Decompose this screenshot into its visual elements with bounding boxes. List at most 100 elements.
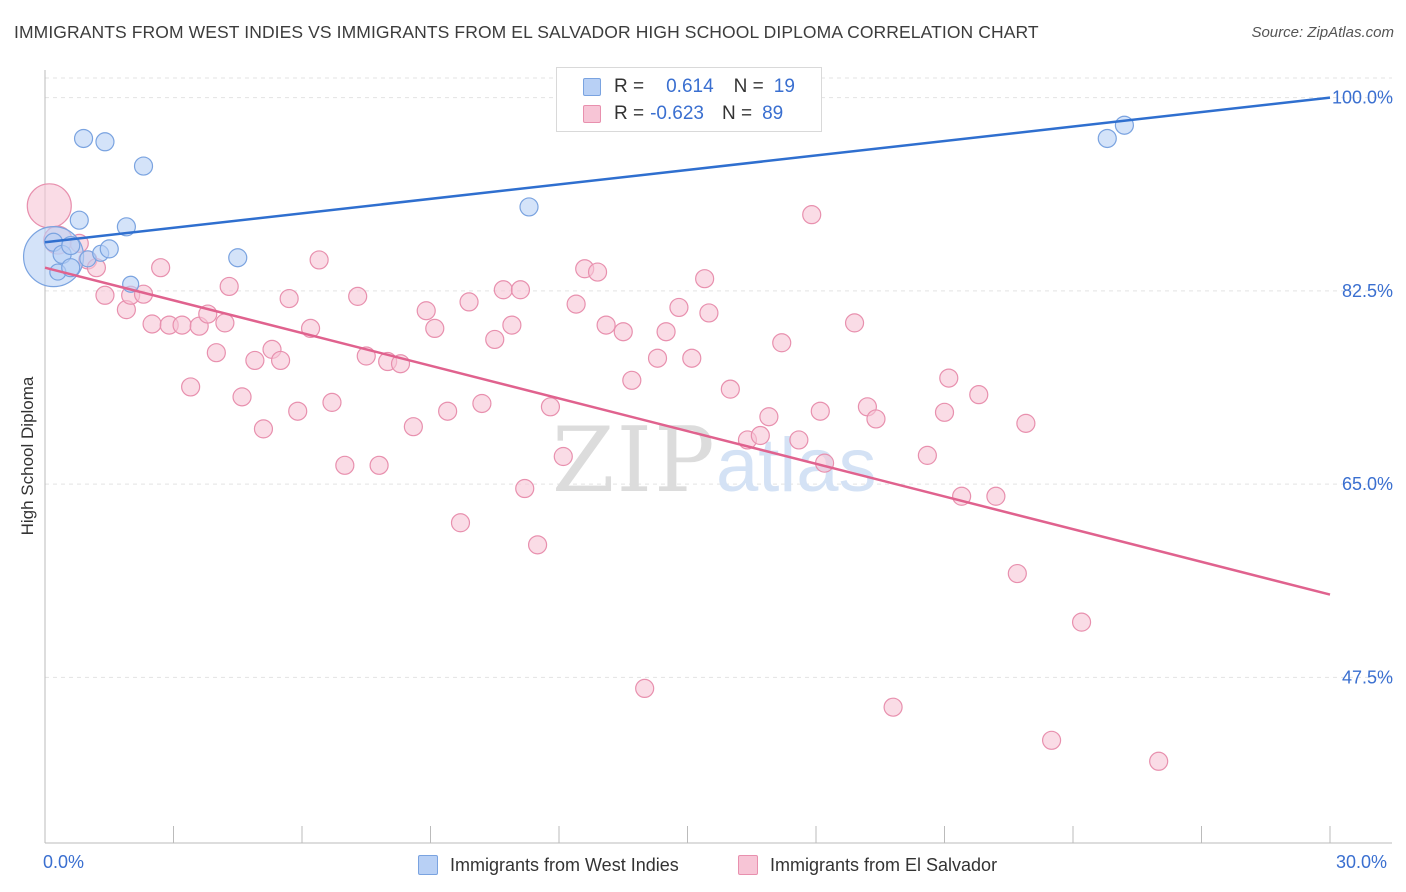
legend-row-el-salvador: R = -0.623 N = 89: [583, 102, 783, 126]
west-indies-point: [116, 217, 136, 237]
el-salvador-point: [883, 697, 903, 717]
x-tick-label-min: 0.0%: [43, 852, 85, 872]
chart-title: IMMIGRANTS FROM WEST INDIES VS IMMIGRANT…: [14, 22, 1039, 42]
source-note: Source: ZipAtlas.com: [1251, 24, 1394, 41]
trend-lines: [44, 96, 1331, 596]
el-salvador-point: [309, 250, 329, 270]
el-salvador-point: [917, 445, 937, 465]
correlation-legend: R = 0.614 N = 19 R = -0.623 N = 89: [556, 67, 822, 132]
west-indies-point: [133, 156, 154, 176]
el-salvador-point: [279, 288, 299, 309]
el-salvador-point: [322, 392, 342, 412]
legend-n-value: 19: [773, 76, 795, 97]
bottom-legend-swatch-pink: [738, 855, 758, 875]
el-salvador-point: [540, 397, 561, 417]
el-salvador-point: [425, 318, 445, 339]
el-salvador-point: [720, 379, 740, 399]
el-salvador-point: [810, 401, 830, 421]
el-salvador-point: [1071, 612, 1092, 632]
el-salvador-point: [866, 409, 886, 429]
legend-r-value: -0.623: [650, 103, 704, 124]
el-salvador-point: [772, 333, 792, 353]
el-salvador-point: [622, 370, 642, 390]
legend-swatch-pink: [583, 105, 601, 123]
legend-n-label: N =: [733, 76, 764, 97]
el-salvador-point: [206, 343, 226, 363]
legend-r-label: R =: [614, 76, 645, 97]
el-salvador-point: [1016, 413, 1036, 433]
el-salvador-point: [695, 269, 715, 289]
el-salvador-point: [682, 348, 702, 368]
el-salvador-point: [934, 402, 955, 422]
el-salvador-point: [253, 419, 274, 439]
west-indies-point: [1097, 128, 1117, 149]
el-salvador-point: [416, 301, 436, 321]
el-salvador-point: [459, 292, 479, 312]
y-tick-label: 100.0%: [1332, 88, 1393, 108]
el-salvador-point: [647, 348, 668, 368]
bottom-legend-swatch-blue: [418, 855, 438, 875]
el-salvador-point: [656, 322, 676, 342]
west-indies-point: [69, 210, 89, 230]
el-salvador-point: [335, 455, 355, 475]
el-salvador-point: [403, 417, 423, 437]
el-salvador-point: [986, 486, 1006, 506]
west-indies-point: [519, 197, 539, 217]
el-salvador-point: [450, 513, 471, 533]
bottom-legend-label: Immigrants from El Salvador: [770, 854, 998, 875]
legend-r-value: 0.614: [666, 76, 714, 97]
el-salvador-point: [635, 678, 655, 699]
west-indies-point: [73, 128, 94, 149]
y-tick-label: 82.5%: [1342, 281, 1393, 301]
el-salvador-point: [939, 368, 959, 388]
el-salvador-point: [502, 315, 522, 335]
el-salvador-point: [587, 262, 608, 282]
legend-r-label: R =: [614, 103, 645, 124]
legend-n-value: 89: [762, 103, 784, 124]
y-tick-labels: 100.0% 82.5% 65.0% 47.5%: [1332, 88, 1393, 688]
el-salvador-point: [1041, 730, 1062, 750]
el-salvador-point: [1149, 751, 1169, 771]
bottom-legend-label: Immigrants from West Indies: [450, 854, 679, 875]
el-salvador-point: [232, 387, 252, 407]
legend-row-west-indies: R = 0.614 N = 19: [583, 75, 795, 99]
gridlines: [45, 77, 1392, 678]
el-salvador-point: [669, 297, 689, 318]
el-salvador-point: [566, 294, 586, 314]
bottom-legend-el-salvador: Immigrants from El Salvador: [738, 853, 997, 877]
el-salvador-point: [1007, 563, 1027, 584]
el-salvador-point: [802, 205, 822, 225]
el-salvador-point: [759, 407, 779, 427]
el-salvador-point: [844, 313, 865, 333]
el-salvador-point: [219, 276, 239, 297]
el-salvador-point: [369, 455, 389, 475]
el-salvador-point: [151, 258, 171, 278]
el-salvador-point: [472, 393, 492, 414]
y-axis-label: High School Diploma: [18, 376, 37, 536]
el-salvador-point: [95, 285, 115, 305]
west-indies-point: [95, 132, 115, 152]
el-salvador-point: [553, 446, 573, 467]
el-salvador-point: [172, 315, 192, 335]
el-salvador-point: [26, 183, 72, 229]
bottom-legend-west-indies: Immigrants from West Indies: [418, 853, 679, 877]
west-indies-point: [228, 248, 248, 268]
el-salvador-point: [142, 314, 162, 334]
el-salvador-point: [789, 430, 809, 450]
el-salvador-point: [288, 401, 308, 421]
el-salvador-point: [699, 303, 719, 323]
el-salvador-point: [527, 535, 548, 555]
y-tick-label: 47.5%: [1342, 667, 1393, 687]
el-salvador-trend-line: [44, 266, 1331, 596]
el-salvador-point: [750, 425, 770, 446]
el-salvador-point: [969, 385, 989, 405]
el-salvador-point: [270, 350, 291, 371]
west-indies-trend-line: [44, 96, 1331, 244]
el-salvador-point: [485, 329, 505, 350]
y-tick-label: 65.0%: [1342, 474, 1393, 494]
watermark-zip: ZIP: [552, 408, 717, 513]
el-salvador-point: [215, 313, 235, 333]
el-salvador-point: [181, 377, 201, 397]
legend-swatch-blue: [583, 78, 601, 96]
